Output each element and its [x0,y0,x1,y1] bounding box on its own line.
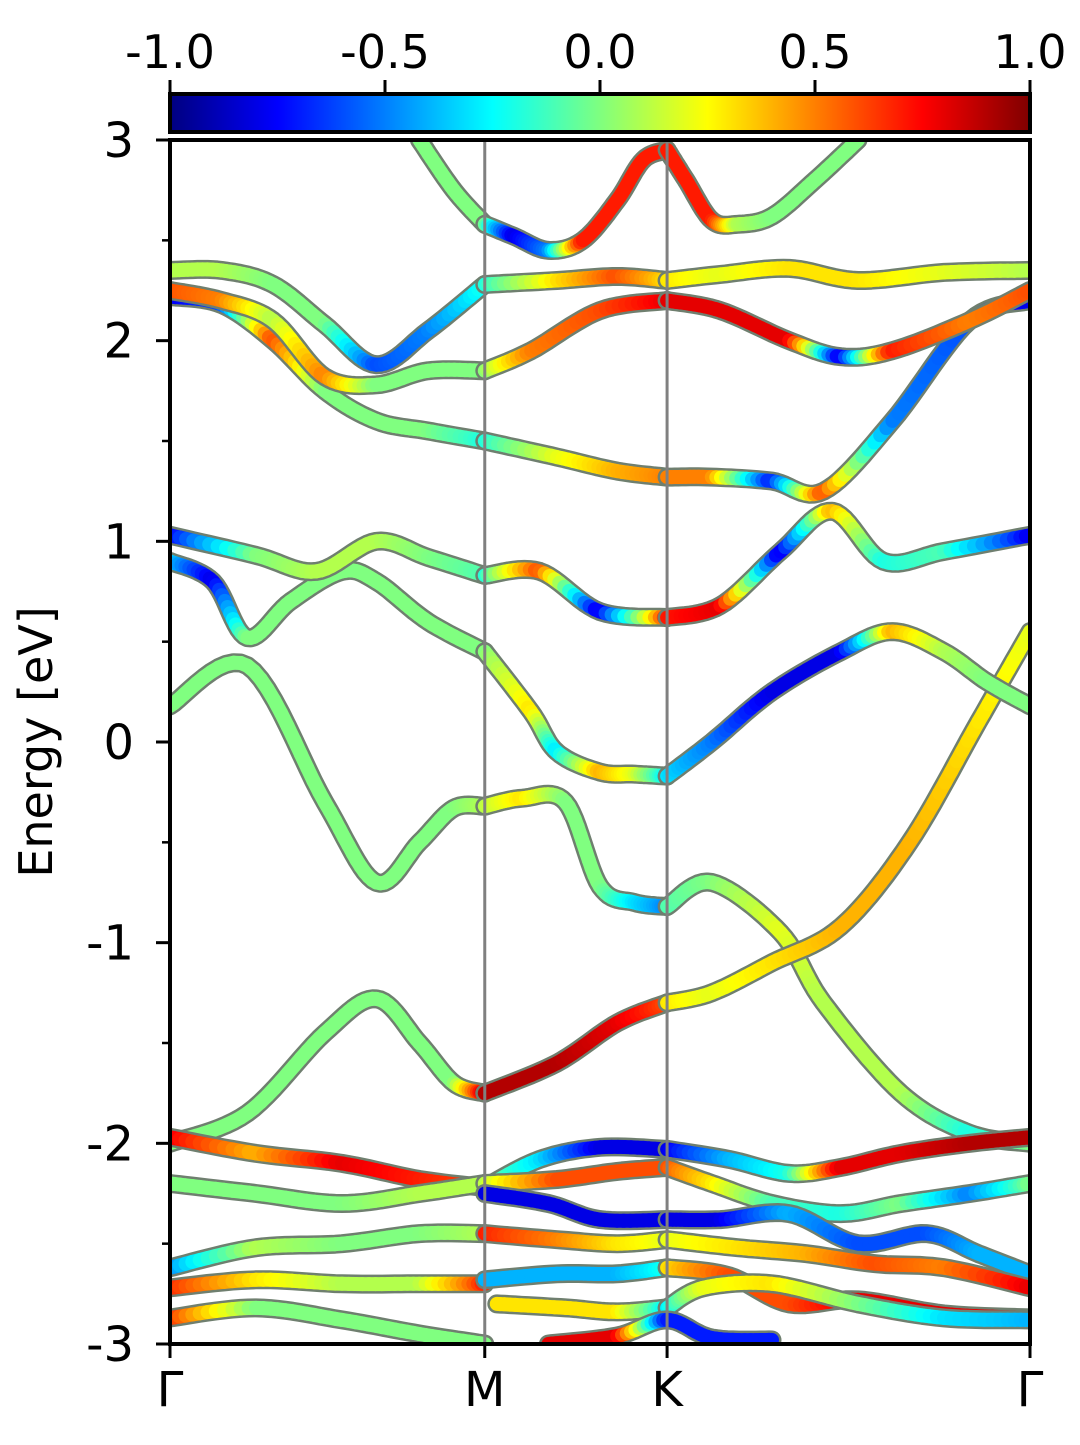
colorbar-tick-label: -0.5 [340,25,430,79]
y-tick-label: 3 [103,113,134,169]
band-segment [419,140,484,224]
band-segment [548,1320,772,1344]
band-segment [170,535,485,575]
x-tick-label: Γ [1017,1362,1044,1418]
band-segment [667,140,858,225]
colorbar-tick-label: 0.0 [563,25,636,79]
band-segment [667,632,1030,1003]
band-segment [667,1283,1030,1320]
energy-bands [170,140,1030,1344]
band-outline [170,663,485,884]
band-segment [170,1308,485,1344]
band-outline [667,140,858,225]
colorbar-tick-labels: -1.0 -0.5 0.0 0.5 1.0 [125,25,1066,94]
band-segment [485,569,667,617]
band-segment [485,277,667,285]
x-tick-label: K [651,1362,684,1418]
band-segment [485,150,667,251]
band-segment [170,269,485,364]
band-outline [667,632,1030,1003]
band-segment [667,511,1030,617]
colorbar-tick-label: 0.5 [778,25,851,79]
y-tick-label: -1 [86,916,134,972]
band-segment [170,1280,485,1288]
x-tick-label: M [464,1362,505,1418]
y-axis-label: Energy [eV] [9,606,63,877]
colorbar [170,94,1030,132]
band-segment [485,1234,667,1244]
band-segment [485,441,667,477]
band-segment [170,999,485,1144]
band-segment [485,1194,667,1221]
band-segment [485,301,667,371]
band-segment [667,301,1030,495]
y-tick-label: -3 [86,1317,134,1373]
y-tick-label: 2 [103,314,134,370]
y-tick-label: -2 [86,1116,134,1172]
band-segment [170,663,485,884]
y-tick-label: 1 [103,514,134,570]
band-segment [485,652,667,776]
band-segment [170,1184,485,1204]
band-segment [497,1304,667,1312]
colorbar-tick-label: -1.0 [125,25,215,79]
band-segment [485,1268,667,1280]
band-segment [485,794,667,906]
x-tick-label: Γ [157,1362,184,1418]
band-segment [667,268,1030,280]
band-segment [170,1233,485,1268]
colorbar-tick-label: 1.0 [993,25,1066,79]
band-segment [667,291,1030,358]
y-tick-label: 0 [103,715,134,771]
band-segment [667,632,1030,777]
band-segment [485,1003,667,1093]
y-axis-ticks: 3 2 1 0 -1 -2 -3 [86,113,170,1373]
band-segment [667,1137,1030,1173]
